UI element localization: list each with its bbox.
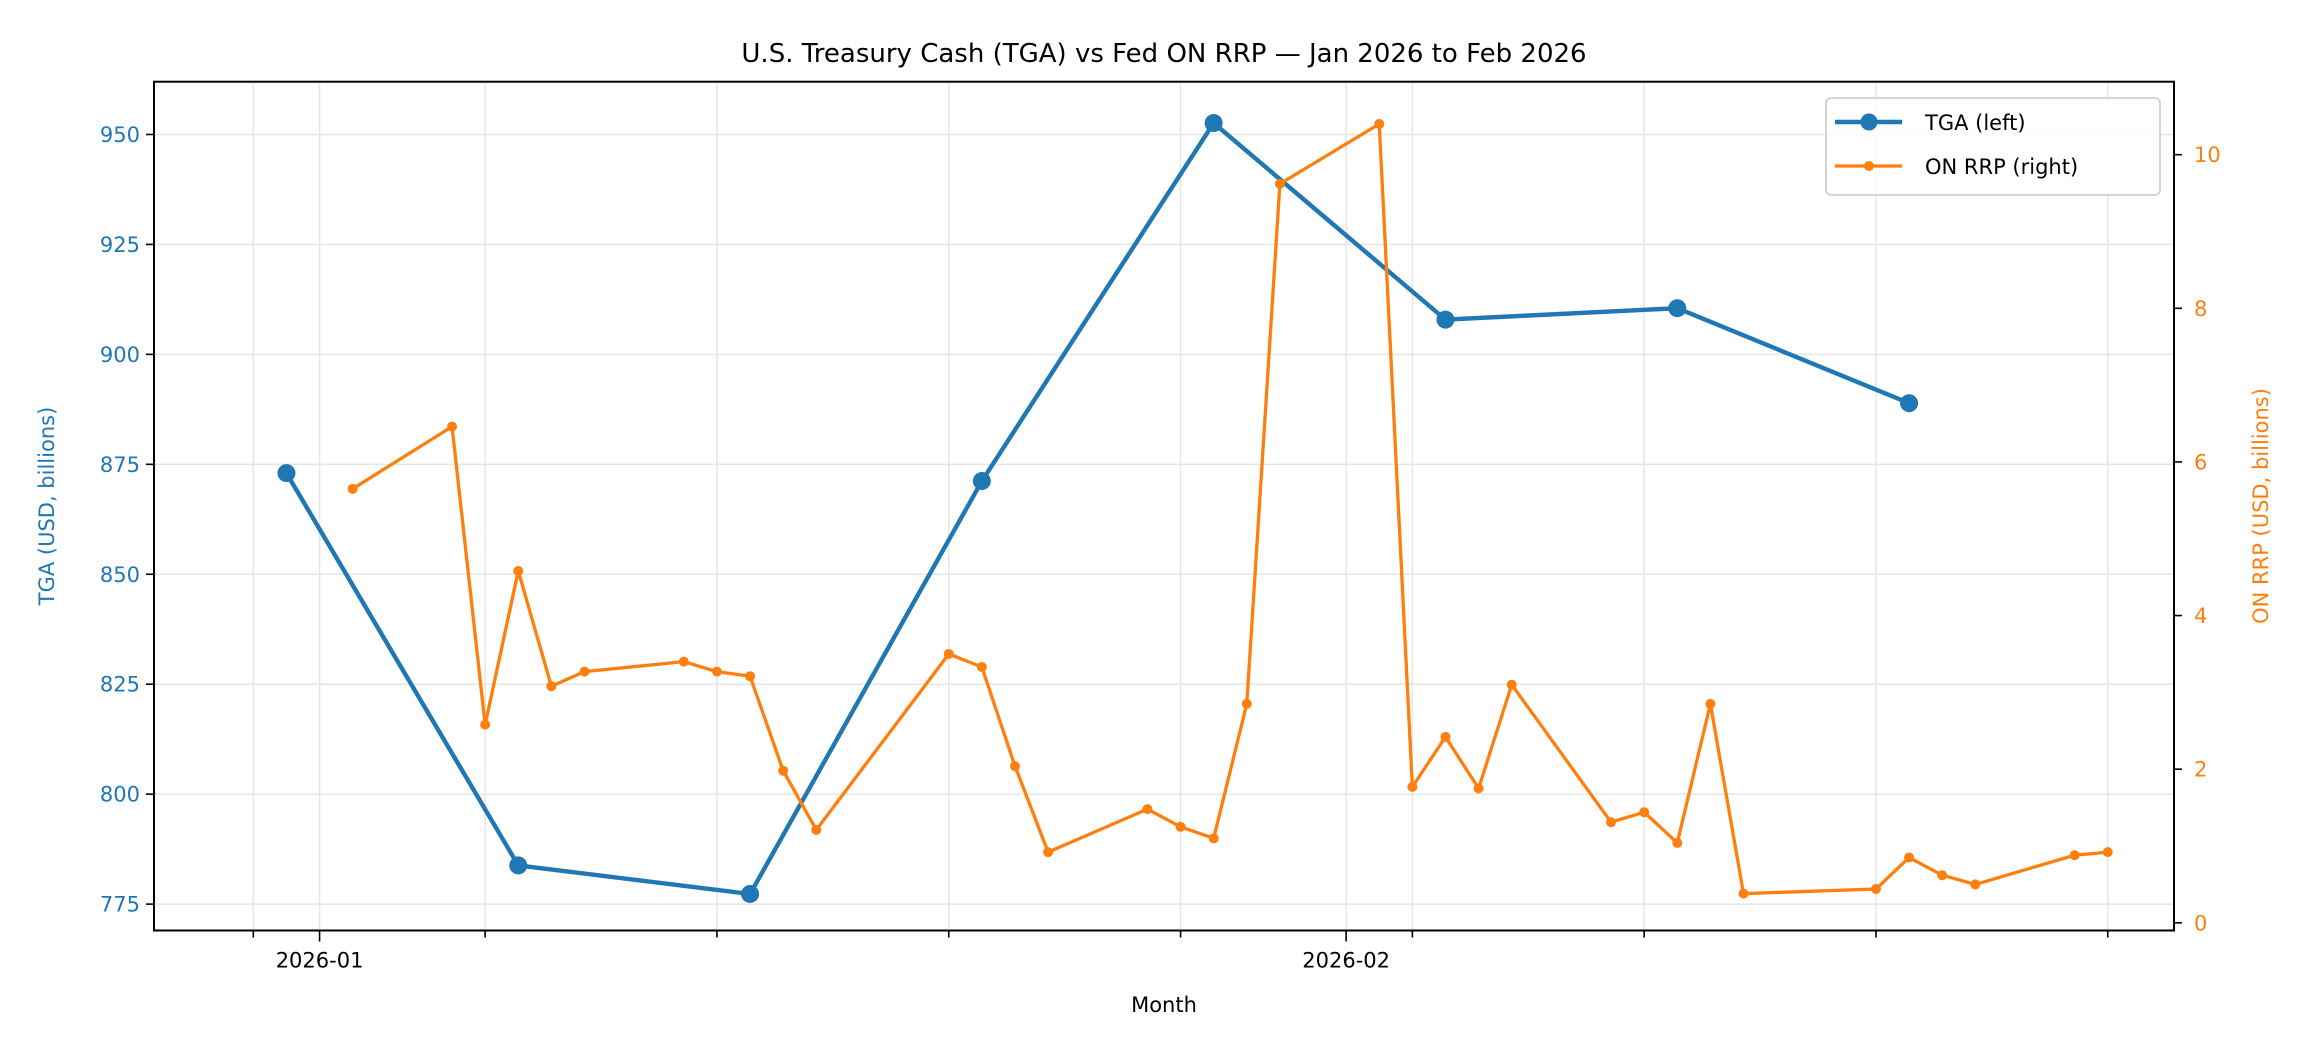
x-axis-label: Month [1131,993,1197,1017]
onrrp-point [1009,761,1020,772]
onrrp-point [1705,698,1716,709]
legend-tga-label: TGA (left) [1924,111,2026,135]
onrrp-point [1904,852,1915,863]
y-right-tick-label: 2 [2194,758,2207,782]
onrrp-point [943,648,954,659]
onrrp-point [1506,679,1517,690]
plot-frame [153,80,2175,932]
legend: TGA (left) ON RRP (right) [1825,97,2161,196]
onrrp-point [1043,847,1054,858]
onrrp-point [1606,817,1617,828]
onrrp-line [351,122,2108,896]
onrrp-point [513,566,524,577]
onrrp-point [1208,833,1219,844]
gridlines [154,81,2174,931]
y-axis-right-label: ON RRP (USD, billions) [2249,388,2273,624]
onrrp-point [1672,837,1683,848]
x-tick-label: 2026-01 [276,949,364,973]
onrrp-point [1274,178,1285,189]
y-axis-left-label: TGA (USD, billions) [35,407,59,607]
onrrp-point [1440,731,1451,742]
tga-point [277,464,296,483]
onrrp-point [811,824,822,835]
axis-ticks: 2026-01 2026-02 775 800 825 850 875 900 925 950 0 2… [100,123,2221,973]
y-right-tick-label: 0 [2194,911,2207,935]
y-left-tick-label: 800 [100,783,140,807]
y-left-tick-label: 925 [100,233,140,257]
onrrp-point [1142,804,1153,815]
legend-onrrp-label: ON RRP (right) [1925,155,2078,179]
onrrp-point [2102,847,2113,858]
y-right-tick-label: 10 [2194,143,2221,167]
tga-point [741,884,760,903]
onrrp-point [1970,879,1981,890]
onrrp-point [678,656,689,667]
y-right-tick-label: 8 [2194,297,2207,321]
y-left-tick-label: 775 [100,893,140,917]
y-left-tick-label: 900 [100,343,140,367]
series-layer [277,114,2113,903]
onrrp-point [778,765,789,776]
onrrp-point [1407,781,1418,792]
chart-title: U.S. Treasury Cash (TGA) vs Fed ON RRP —… [741,39,1586,69]
onrrp-point [1639,807,1650,818]
onrrp-point [745,671,756,682]
tga-point [1668,299,1687,318]
onrrp-point [1473,783,1484,794]
tga-line [284,120,1910,897]
y-right-tick-label: 6 [2194,450,2207,474]
onrrp-point [1937,870,1948,881]
onrrp-point [447,421,458,432]
legend-onrrp-marker [1864,161,1874,171]
onrrp-point [1241,698,1252,709]
tga-point [1900,394,1919,413]
onrrp-point [1175,821,1186,832]
onrrp-point [2069,850,2080,861]
y-left-tick-label: 825 [100,673,140,697]
y-left-tick-label: 950 [100,123,140,147]
y-right-tick-label: 4 [2194,604,2207,628]
x-tick-label: 2026-02 [1302,949,1390,973]
onrrp-point [480,719,491,730]
onrrp-point [1870,884,1881,895]
legend-tga-marker [1860,113,1878,131]
legend-box [1825,97,2161,196]
onrrp-point [1374,118,1385,129]
onrrp-point [1738,888,1749,899]
onrrp-point [976,662,987,673]
onrrp-point [711,666,722,677]
tga-point [1204,114,1223,133]
y-left-tick-label: 850 [100,563,140,587]
onrrp-point [347,483,358,494]
tga-point [1436,310,1455,329]
onrrp-point [546,681,557,692]
tga-point [972,472,991,491]
y-left-tick-label: 875 [100,453,140,477]
tga-point [509,856,528,875]
onrrp-point [579,666,590,677]
